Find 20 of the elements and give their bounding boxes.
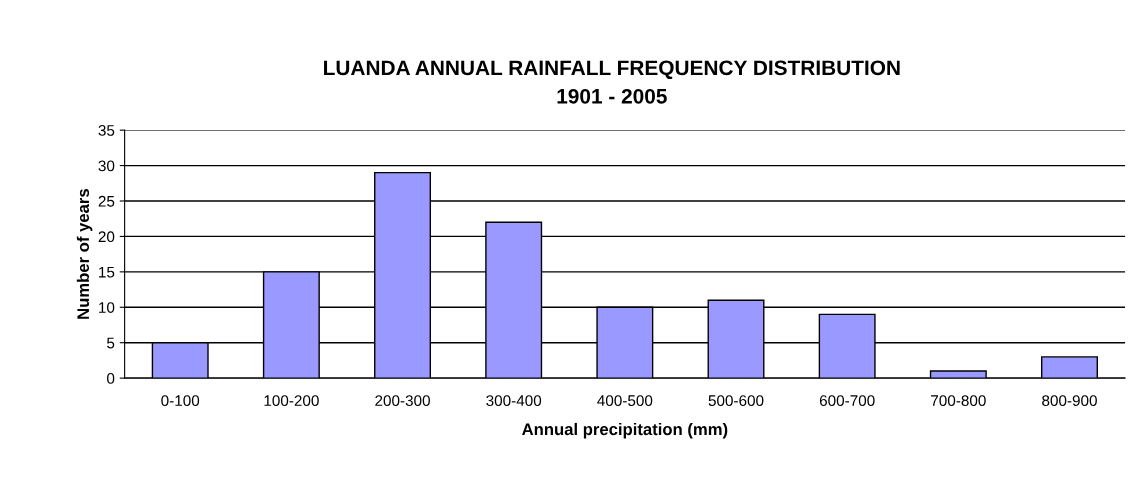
x-tick-label: 600-700 xyxy=(819,395,875,407)
x-tick-label: 300-400 xyxy=(486,395,542,407)
x-tick-label: 0-100 xyxy=(161,395,200,407)
y-tick-label: 20 xyxy=(98,231,115,243)
y-tick-label: 25 xyxy=(98,195,115,207)
x-tick-label: 100-200 xyxy=(264,395,319,407)
x-tick-label: 800-900 xyxy=(1042,395,1097,407)
x-tick-label: 500-600 xyxy=(708,395,764,407)
x-tick-label: 400-500 xyxy=(597,395,653,407)
y-tick-label: 15 xyxy=(99,266,115,278)
y-tick-label: 10 xyxy=(99,302,115,313)
x-axis-title: Annual precipitation (mm) xyxy=(522,422,728,439)
chart-title: LUANDA ANNUAL RAINFALL FREQUENCY DISTRIBUTION 1901 - 2005 xyxy=(324,60,900,104)
x-tick-label: 700-800 xyxy=(931,395,986,407)
y-tick-label: 5 xyxy=(107,337,115,349)
y-tick-label: 0 xyxy=(107,373,115,384)
y-tick-label: 30 xyxy=(98,160,115,172)
x-tick-label: 200-300 xyxy=(375,395,430,407)
y-tick-label: 35 xyxy=(98,125,115,136)
y-axis-title: Number of years xyxy=(76,189,93,319)
